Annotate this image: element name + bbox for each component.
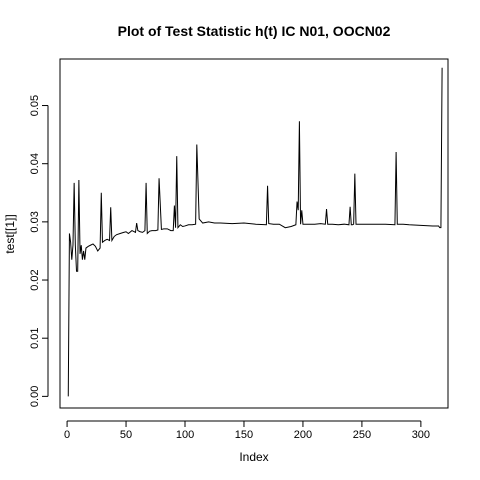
x-tick-label: 250 [353, 429, 371, 441]
x-axis-label: Index [239, 450, 268, 464]
x-tick-label: 100 [176, 429, 194, 441]
y-axis-label: test[[1]] [3, 214, 17, 253]
y-tick-label: 0.05 [29, 95, 41, 116]
y-tick-label: 0.02 [29, 269, 41, 290]
x-tick-label: 0 [64, 429, 70, 441]
x-tick-label: 300 [412, 429, 430, 441]
y-tick-label: 0.01 [29, 327, 41, 348]
y-tick-label: 0.04 [29, 153, 41, 174]
y-tick-label: 0.00 [29, 386, 41, 407]
series-line [67, 67, 443, 397]
plot-frame [59, 58, 449, 409]
y-tick-label: 0.03 [29, 211, 41, 232]
chart-title: Plot of Test Statistic h(t) IC N01, OOCN… [118, 23, 391, 39]
x-tick-label: 150 [235, 429, 253, 441]
x-tick-label: 50 [120, 429, 132, 441]
x-tick-label: 200 [294, 429, 312, 441]
